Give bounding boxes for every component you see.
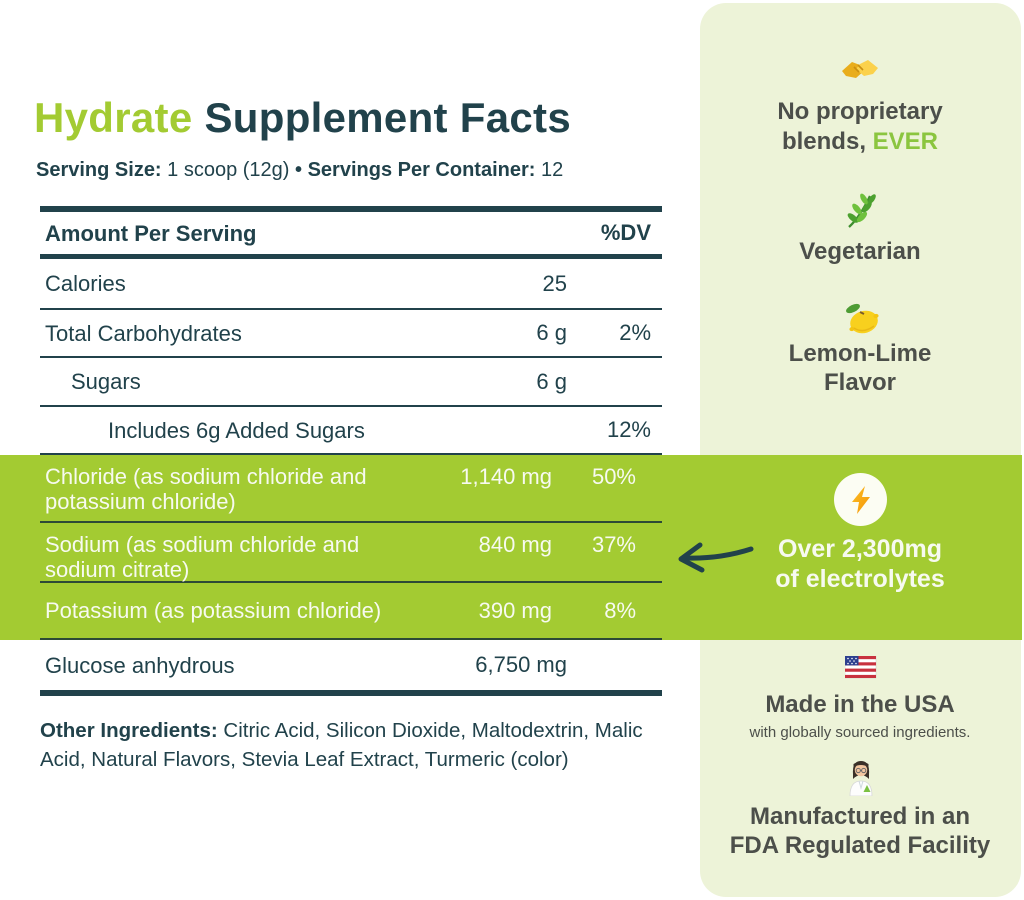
serving-size-value: 1 scoop (12g) [167, 159, 290, 181]
nutrient-name: Sodium (as sodium chloride and sodium ci… [45, 532, 360, 582]
nutrient-amount: 390 mg [478, 597, 552, 623]
badge-line: Flavor [823, 369, 897, 396]
table-row-highlighted: Sodium (as sodium chloride and sodium ci… [40, 523, 662, 583]
serving-info: Serving Size: 1 scoop (12g) • Servings P… [36, 159, 563, 182]
dv-header: %DV [600, 220, 651, 245]
other-ingredients-label: Other Ingredients: [40, 719, 224, 742]
badge-line: FDA Regulated Facility [729, 832, 991, 859]
amount-per-serving-header: Amount Per Serving [45, 220, 257, 246]
badge-line: Made in the USA [765, 691, 955, 718]
nutrient-dv: 37% [591, 532, 636, 557]
nutrient-amount: 25 [542, 270, 567, 296]
servings-per-container-label: Servings Per Container: [307, 159, 541, 181]
table-row-highlighted: Potassium (as potassium chloride) 390 mg… [40, 583, 662, 640]
bullet-separator: • [289, 159, 308, 181]
handshake-icon [840, 56, 880, 89]
lemon-lime-flavor-badge: Lemon-Lime Flavor [710, 339, 1010, 397]
nutrient-name: Chloride (as sodium chloride and potassi… [45, 464, 367, 514]
badge-line: Over 2,300mg [778, 535, 942, 563]
lightning-icon [851, 485, 870, 514]
arrow-left-icon [668, 536, 754, 581]
nutrient-name: Includes 6g Added Sugars [108, 417, 365, 443]
electrolytes-badge: Over 2,300mg of electrolytes [710, 534, 1010, 594]
table-top-rule [40, 206, 662, 212]
nutrient-amount: 6,750 mg [475, 652, 567, 677]
table-bottom-rule [40, 690, 662, 696]
nutrient-name: Potassium (as potassium chloride) [45, 598, 382, 623]
page-title: Hydrate Supplement Facts [34, 94, 571, 142]
nutrient-amount: 6 g [536, 368, 567, 394]
table-row: Total Carbohydrates 6 g 2% [40, 310, 662, 358]
nutrient-amount: 1,140 mg [460, 464, 552, 489]
nutrient-amount: 840 mg [478, 532, 552, 557]
table-row: Glucose anhydrous 6,750 mg [40, 640, 662, 690]
made-in-usa-badge: Made in the USA [710, 690, 1010, 720]
servings-per-container-value: 12 [540, 159, 564, 181]
nutrient-name: Calories [45, 271, 126, 296]
nutrient-dv: 50% [591, 464, 636, 489]
fda-facility-badge: Manufactured in an FDA Regulated Facilit… [710, 802, 1010, 860]
usa-flag-icon [844, 655, 877, 684]
nutrient-name: Glucose anhydrous [45, 652, 235, 678]
ever-highlight: EVER [872, 128, 939, 155]
other-ingredients-text: Citric Acid, Silicon Dioxide, Maltodextr… [40, 719, 643, 771]
no-proprietary-blends-badge: No proprietary blends, EVER [710, 97, 1010, 157]
table-row: Sugars 6 g [40, 358, 662, 407]
lemon-icon [843, 301, 881, 342]
serving-size-label: Serving Size: [36, 159, 168, 181]
table-row-highlighted: Chloride (as sodium chloride and potassi… [40, 455, 662, 523]
nutrient-amount: 6 g [536, 320, 567, 345]
supplement-facts-table: Amount Per Serving %DV Calories 25 Total… [40, 206, 662, 696]
scientist-icon [846, 758, 876, 801]
table-row: Includes 6g Added Sugars 12% [40, 407, 662, 455]
badge-line: blends, EVER [710, 127, 1010, 157]
brand-name: Hydrate [34, 94, 193, 141]
badge-line: Lemon-Lime [788, 340, 932, 367]
other-ingredients: Other Ingredients: Citric Acid, Silicon … [40, 716, 652, 774]
herb-leaf-icon [844, 192, 876, 235]
badge-line: of electrolytes [775, 565, 945, 593]
nutrient-dv: 2% [619, 320, 651, 345]
badge-line: Manufactured in an [749, 803, 971, 830]
badge-line: Vegetarian [799, 238, 921, 265]
info-panel-background [700, 3, 1021, 897]
badge-line-text: blends, [781, 128, 873, 155]
lightning-circle [834, 473, 887, 526]
vegetarian-badge: Vegetarian [710, 237, 1010, 267]
badge-line: No proprietary [777, 98, 943, 125]
usa-subtitle: with globally sourced ingredients. [749, 724, 971, 741]
title-rest: Supplement Facts [192, 94, 572, 141]
table-header-row: Amount Per Serving %DV [40, 212, 662, 259]
nutrient-name: Sugars [71, 369, 141, 394]
nutrient-dv: 12% [606, 417, 651, 442]
nutrient-dv: 8% [604, 597, 636, 623]
table-row: Calories 25 [40, 259, 662, 310]
nutrient-name: Total Carbohydrates [45, 320, 242, 346]
